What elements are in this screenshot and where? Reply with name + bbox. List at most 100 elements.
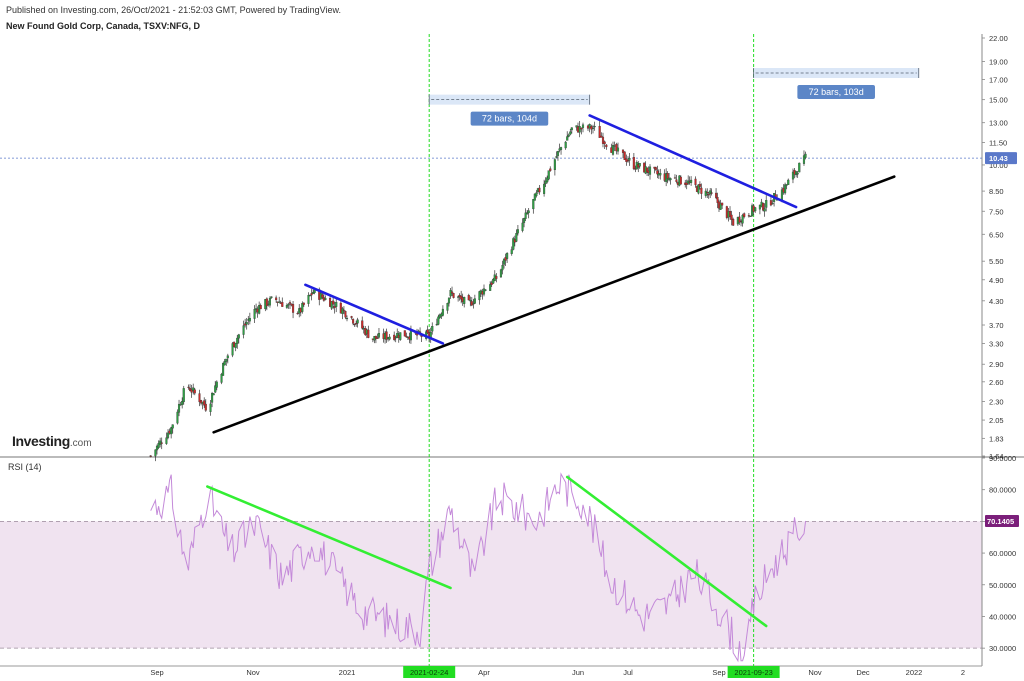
candle[interactable]: [341, 306, 344, 320]
candle[interactable]: [715, 188, 718, 200]
candle[interactable]: [569, 128, 572, 136]
candle[interactable]: [516, 224, 519, 236]
candle[interactable]: [342, 306, 345, 315]
candle[interactable]: [495, 273, 498, 283]
candle[interactable]: [248, 312, 251, 325]
candle[interactable]: [728, 206, 732, 220]
candle[interactable]: [771, 199, 774, 205]
candle[interactable]: [225, 358, 228, 366]
candle[interactable]: [441, 305, 444, 317]
candle[interactable]: [704, 188, 707, 198]
candle[interactable]: [527, 208, 530, 219]
candle[interactable]: [385, 328, 388, 343]
candle[interactable]: [350, 315, 353, 320]
candle[interactable]: [600, 132, 603, 138]
candle[interactable]: [310, 289, 313, 301]
candle[interactable]: [226, 353, 229, 364]
candle[interactable]: [804, 151, 807, 160]
date-range-box[interactable]: [429, 94, 590, 105]
candle[interactable]: [437, 314, 440, 326]
candle[interactable]: [469, 296, 472, 307]
candle[interactable]: [743, 212, 746, 219]
candle[interactable]: [292, 301, 295, 319]
candle[interactable]: [220, 372, 223, 385]
candle[interactable]: [177, 399, 181, 417]
candle[interactable]: [754, 206, 757, 213]
candle[interactable]: [450, 286, 454, 297]
candle[interactable]: [333, 301, 336, 314]
candle[interactable]: [170, 426, 173, 439]
resistance-trendline[interactable]: [304, 283, 445, 345]
candle[interactable]: [353, 323, 356, 327]
candle[interactable]: [209, 399, 212, 416]
candle[interactable]: [176, 409, 179, 425]
candle[interactable]: [796, 170, 799, 178]
candle[interactable]: [749, 215, 752, 217]
candle[interactable]: [741, 213, 744, 227]
candle[interactable]: [706, 188, 709, 198]
candle[interactable]: [449, 287, 452, 299]
candle[interactable]: [215, 380, 218, 391]
candle[interactable]: [355, 320, 358, 327]
candle[interactable]: [344, 310, 347, 320]
candle[interactable]: [616, 142, 620, 155]
candle[interactable]: [446, 302, 449, 314]
candle[interactable]: [287, 302, 290, 309]
candle[interactable]: [339, 299, 342, 314]
candle[interactable]: [638, 162, 641, 169]
candle[interactable]: [270, 296, 273, 299]
candle[interactable]: [452, 292, 455, 299]
candle[interactable]: [698, 181, 701, 190]
candle[interactable]: [302, 302, 305, 307]
candle[interactable]: [374, 335, 377, 344]
candle[interactable]: [581, 122, 585, 133]
candle[interactable]: [747, 212, 750, 218]
candle[interactable]: [785, 184, 788, 190]
candle[interactable]: [405, 332, 408, 338]
candle[interactable]: [301, 301, 304, 314]
candle[interactable]: [245, 317, 248, 330]
rsi-trendline[interactable]: [206, 485, 452, 590]
candle[interactable]: [628, 153, 631, 166]
candle[interactable]: [765, 195, 768, 212]
candle[interactable]: [666, 171, 669, 184]
candle[interactable]: [200, 399, 203, 406]
candle[interactable]: [242, 320, 245, 339]
candle[interactable]: [553, 157, 556, 176]
candle[interactable]: [190, 384, 193, 398]
candle[interactable]: [591, 124, 595, 134]
candle[interactable]: [538, 184, 541, 195]
rsi-line[interactable]: [150, 472, 807, 663]
candle[interactable]: [367, 325, 370, 339]
candle[interactable]: [236, 335, 239, 349]
candle[interactable]: [709, 188, 712, 199]
candle[interactable]: [690, 176, 693, 186]
candle[interactable]: [499, 268, 503, 279]
candle[interactable]: [324, 295, 327, 301]
rsi-trendline[interactable]: [565, 475, 768, 628]
candle[interactable]: [716, 192, 719, 209]
candle[interactable]: [149, 455, 152, 458]
candle[interactable]: [555, 151, 558, 159]
candle[interactable]: [710, 188, 713, 196]
candle[interactable]: [361, 316, 364, 330]
candle[interactable]: [393, 331, 396, 342]
candle[interactable]: [435, 318, 438, 326]
candle[interactable]: [738, 212, 741, 225]
support-trendline[interactable]: [212, 175, 896, 434]
candle[interactable]: [484, 289, 487, 292]
candle[interactable]: [154, 449, 157, 462]
candle[interactable]: [403, 330, 406, 337]
candle[interactable]: [802, 150, 806, 166]
candle[interactable]: [296, 311, 299, 315]
candle[interactable]: [489, 281, 492, 291]
candle[interactable]: [598, 120, 601, 138]
candle[interactable]: [330, 301, 333, 311]
candle[interactable]: [472, 299, 475, 309]
candle[interactable]: [212, 393, 215, 396]
candle[interactable]: [521, 218, 524, 233]
candle[interactable]: [193, 387, 196, 396]
candle[interactable]: [523, 217, 526, 228]
candle[interactable]: [376, 333, 379, 339]
candle[interactable]: [345, 315, 349, 322]
